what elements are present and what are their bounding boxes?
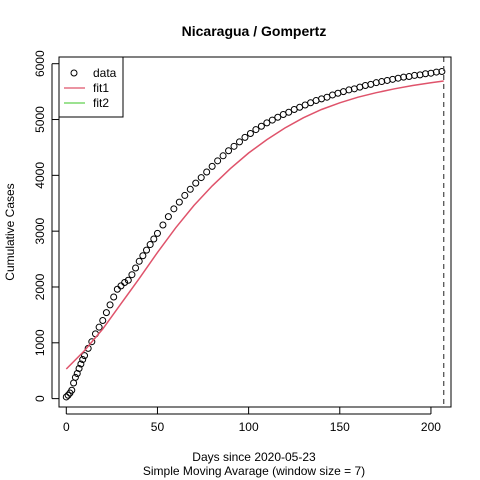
- x-tick-label: 0: [63, 420, 70, 434]
- legend-data-circle-icon: [70, 69, 78, 77]
- y-tick-label: 1000: [33, 329, 47, 356]
- data-point: [241, 133, 249, 141]
- data-point: [246, 129, 254, 137]
- data-point: [77, 360, 85, 368]
- data-marks: [62, 57, 446, 407]
- x-axis-label: Days since 2020-05-23: [192, 450, 316, 464]
- data-point: [274, 113, 282, 121]
- y-tick-label: 3000: [33, 217, 47, 244]
- data-point: [263, 119, 271, 127]
- data-point: [71, 373, 79, 381]
- data-point: [236, 138, 244, 146]
- chart-title: Nicaragua / Gompertz: [182, 23, 327, 39]
- data-point: [102, 309, 110, 317]
- data-point: [383, 76, 391, 84]
- fit1-line: [65, 80, 444, 370]
- y-tick-label: 2000: [33, 273, 47, 300]
- x-axis-subtitle: Simple Moving Avarage (window size = 7): [143, 464, 365, 478]
- data-point: [81, 352, 89, 360]
- data-point: [372, 79, 380, 87]
- data-point: [117, 282, 125, 290]
- data-point: [113, 285, 121, 293]
- legend: data fit1 fit2: [58, 56, 124, 118]
- data-point: [285, 108, 293, 116]
- data-point: [146, 241, 154, 249]
- data-point: [214, 157, 222, 165]
- data-point: [143, 246, 151, 254]
- data-point: [394, 74, 402, 82]
- data-point: [230, 142, 238, 150]
- x-tick-label: 100: [239, 420, 259, 434]
- data-point: [95, 323, 103, 331]
- data-point: [106, 301, 114, 309]
- data-point: [170, 205, 178, 213]
- data-point: [219, 152, 227, 160]
- data-point: [203, 168, 211, 176]
- data-point: [132, 264, 140, 272]
- data-point: [208, 162, 216, 170]
- data-point: [225, 147, 233, 155]
- data-point: [361, 81, 369, 89]
- data-point: [164, 213, 172, 221]
- y-tick-label: 0: [33, 395, 47, 402]
- data-point: [79, 356, 87, 364]
- data-point: [139, 252, 147, 260]
- data-point: [150, 235, 158, 243]
- data-point: [121, 279, 129, 287]
- x-tick-label: 200: [421, 420, 441, 434]
- data-point: [389, 75, 397, 83]
- data-point: [159, 221, 167, 229]
- data-point: [128, 271, 136, 279]
- data-point: [197, 174, 205, 182]
- legend-box: [58, 56, 124, 118]
- data-point: [378, 78, 386, 86]
- data-point: [62, 393, 70, 401]
- data-point: [257, 122, 265, 130]
- data-point: [181, 191, 189, 199]
- y-tick-label: 5000: [33, 106, 47, 133]
- legend-fit2-label: fit2: [93, 96, 109, 110]
- data-point: [110, 293, 118, 301]
- data-point: [186, 185, 194, 193]
- data-point: [75, 364, 83, 372]
- data-point: [99, 316, 107, 324]
- data-point: [124, 276, 132, 284]
- data-point: [268, 116, 276, 124]
- data-point: [252, 126, 260, 134]
- data-point: [88, 338, 96, 346]
- x-tick-label: 150: [330, 420, 350, 434]
- data-point: [153, 229, 161, 237]
- data-point: [345, 86, 353, 94]
- data-point: [175, 198, 183, 206]
- legend-data-label: data: [93, 66, 117, 80]
- data-point: [68, 386, 76, 394]
- data-point: [135, 257, 143, 265]
- x-tick-label: 50: [151, 420, 165, 434]
- data-point: [192, 179, 200, 187]
- data-point: [438, 68, 446, 76]
- y-tick-label: 6000: [33, 50, 47, 77]
- y-axis-label: Cumulative Cases: [3, 183, 17, 280]
- legend-fit1-label: fit1: [93, 81, 109, 95]
- y-tick-label: 4000: [33, 162, 47, 189]
- plot-frame: [58, 56, 452, 408]
- data-point: [64, 391, 72, 399]
